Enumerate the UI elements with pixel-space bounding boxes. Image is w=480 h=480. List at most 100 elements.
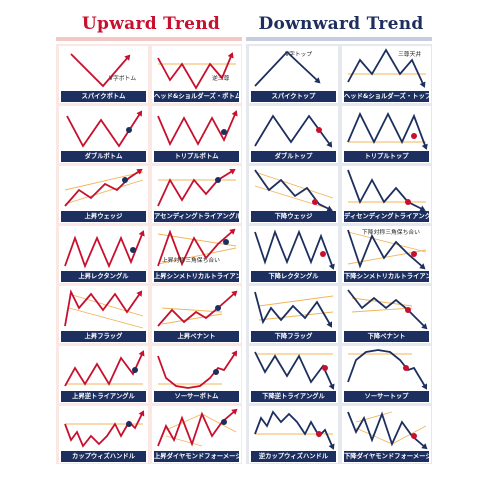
breakout-arrow-icon xyxy=(136,110,143,117)
pattern-label: ソーサーボトム xyxy=(154,391,239,402)
pattern-label: 上昇ダイヤモンドフォーメーション xyxy=(154,451,239,462)
pattern-label: 上昇フラッグ xyxy=(61,331,146,342)
breakout-marker-icon xyxy=(411,133,417,139)
pattern-line-icon xyxy=(64,169,142,207)
pattern-label: スパイクトップ xyxy=(251,91,336,102)
pattern-chart xyxy=(347,48,426,88)
breakout-arrow-icon xyxy=(136,168,143,175)
pattern-chart xyxy=(254,351,335,390)
breakout-arrow-icon xyxy=(231,290,238,297)
downward-trend-title: Downward Trend xyxy=(258,14,424,34)
downward-pattern-card: トリプルトップ xyxy=(342,106,431,163)
downward-pattern-card: 三尊天井 ヘッド&ショルダーズ・トップ xyxy=(342,46,431,103)
pattern-label: 下降フラッグ xyxy=(251,331,336,342)
downward-pattern-grid: V字トップスパイクトップ 三尊天井 ヘッド&ショルダーズ・トップダブルトップ トリプル… xyxy=(246,44,432,464)
downward-pattern-card: 下降ウェッジ xyxy=(249,166,338,223)
breakout-marker-icon xyxy=(221,129,227,135)
breakout-arrow-icon xyxy=(231,110,238,117)
breakout-arrow-icon xyxy=(229,168,236,175)
breakout-marker-icon xyxy=(215,305,221,311)
breakout-arrow-icon xyxy=(227,52,234,59)
upward-pattern-card: 上昇逆トライアングル xyxy=(59,346,148,403)
breakout-marker-icon xyxy=(405,307,411,313)
pattern-label: アセンディングトライアングル xyxy=(154,211,239,222)
upward-pattern-card: カップウィズハンドル xyxy=(59,406,148,463)
pattern-chart xyxy=(64,289,144,329)
breakout-marker-icon xyxy=(316,431,322,437)
pattern-chart xyxy=(254,50,321,87)
pattern-chart xyxy=(66,110,143,148)
guide-line xyxy=(254,171,334,199)
breakout-arrow-icon xyxy=(419,263,426,270)
pattern-line-icon xyxy=(254,50,320,87)
guide-line xyxy=(64,179,144,205)
breakout-marker-icon xyxy=(130,247,136,253)
pattern-note: V字ボトム xyxy=(109,76,137,82)
pattern-chart xyxy=(157,52,236,90)
pattern-label: トリプルトップ xyxy=(344,151,429,162)
downward-pattern-card: 逆カップウィズハンドル xyxy=(249,406,338,463)
pattern-label: スパイクボトム xyxy=(61,91,146,102)
pattern-label: 下降シンメトリカルトライアングル xyxy=(344,271,429,282)
upward-pattern-card: ソーサーボトム xyxy=(152,346,241,403)
pattern-line-icon xyxy=(254,169,332,211)
pattern-line-icon xyxy=(64,351,144,387)
breakout-arrow-icon xyxy=(419,81,426,88)
downward-pattern-card: V字トップスパイクトップ xyxy=(249,46,338,103)
guide-line xyxy=(64,171,144,191)
breakout-arrow-icon xyxy=(421,443,428,450)
upward-pattern-card: トリプルボトム xyxy=(152,106,241,163)
pattern-chart xyxy=(347,111,428,150)
pattern-label: ソーサートップ xyxy=(344,391,429,402)
downward-pattern-card: ディセンディングトライアングル xyxy=(342,166,431,223)
breakout-arrow-icon xyxy=(124,54,131,61)
guide-line xyxy=(347,231,427,253)
pattern-label: 下降ウェッジ xyxy=(251,211,336,222)
pattern-label: ヘッド&ショルダーズ・トップ xyxy=(344,91,429,102)
pattern-chart xyxy=(64,230,145,269)
upward-pattern-card: 上昇フラッグ xyxy=(59,286,148,343)
breakout-arrow-icon xyxy=(138,230,145,237)
breakout-arrow-icon xyxy=(229,228,236,235)
guide-line xyxy=(258,295,334,307)
pattern-line-icon xyxy=(254,229,334,269)
breakout-marker-icon xyxy=(223,239,229,245)
breakout-marker-icon xyxy=(126,421,132,427)
pattern-chart xyxy=(347,349,428,390)
downward-pattern-card: 下降対称三角保ち合い下降シンメトリカルトライアングル xyxy=(342,226,431,283)
breakout-arrow-icon xyxy=(419,205,426,212)
guide-line xyxy=(201,413,237,433)
pattern-label: トリプルボトム xyxy=(154,151,239,162)
breakout-arrow-icon xyxy=(231,408,238,415)
pattern-label: ダブルトップ xyxy=(251,151,336,162)
upward-pattern-card: アセンディングトライアングル xyxy=(152,166,241,223)
downward-title-rule xyxy=(246,37,432,41)
guide-line xyxy=(351,307,413,313)
pattern-chart xyxy=(157,110,238,147)
pattern-chart xyxy=(157,228,237,267)
pattern-line-icon xyxy=(157,169,235,207)
breakout-marker-icon xyxy=(213,369,219,375)
pattern-chart xyxy=(64,350,145,387)
pattern-line-icon xyxy=(347,111,427,149)
downward-pattern-card: 下降レクタングル xyxy=(249,226,338,283)
pattern-line-icon xyxy=(64,411,144,448)
upward-pattern-card: 上昇ウェッジ xyxy=(59,166,148,223)
breakout-arrow-icon xyxy=(231,350,238,357)
pattern-line-icon xyxy=(254,410,334,449)
breakout-arrow-icon xyxy=(326,205,333,212)
guide-line xyxy=(157,247,237,265)
upward-trend-column: Upward Trend V字ボトム スパイクボトム 逆三尊 ヘッド&ショルダーズ・ボ… xyxy=(56,0,246,470)
pattern-line-icon xyxy=(157,409,237,447)
pattern-note: V字トップ xyxy=(285,52,313,58)
pattern-line-icon xyxy=(64,231,144,269)
downward-pattern-card: 下降ペナント xyxy=(342,286,431,343)
breakout-arrow-icon xyxy=(421,323,428,330)
breakout-marker-icon xyxy=(312,199,318,205)
breakout-marker-icon xyxy=(320,251,326,257)
breakout-marker-icon xyxy=(405,199,411,205)
pattern-chart xyxy=(347,289,428,330)
breakout-marker-icon xyxy=(411,251,417,257)
pattern-label: 下降ダイヤモンドフォーメーション xyxy=(344,451,429,462)
pattern-line-icon xyxy=(347,229,425,269)
